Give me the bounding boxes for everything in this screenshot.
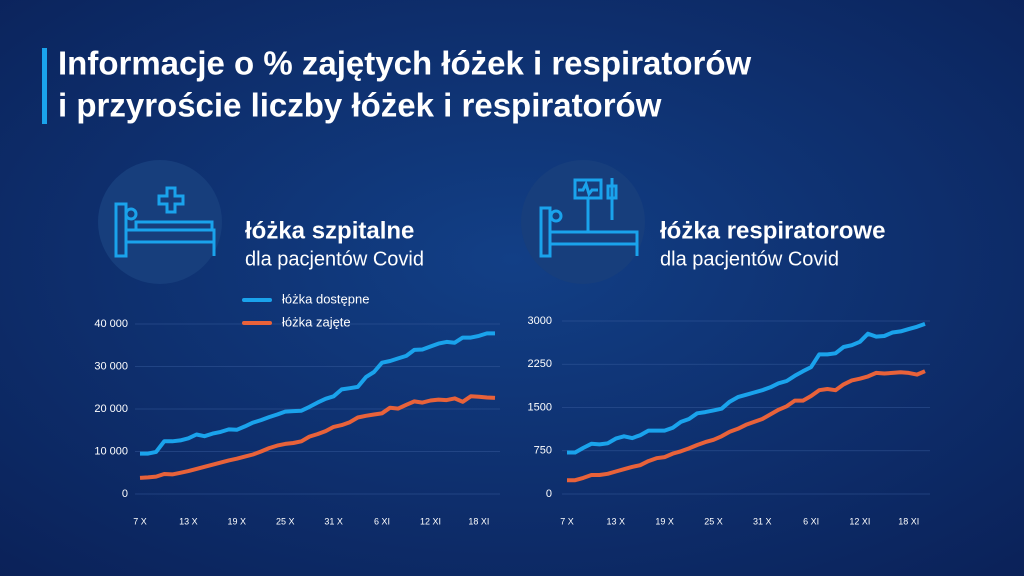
x-tick-label: 25 X bbox=[276, 516, 295, 526]
chart-subtitle: dla pacjentów Covid bbox=[660, 248, 839, 270]
x-tick-label: 13 X bbox=[607, 516, 626, 526]
icon bbox=[98, 160, 222, 284]
x-tick-label: 19 X bbox=[655, 516, 674, 526]
slide-title: Informacje o % zajętych łóżek i respirat… bbox=[58, 45, 752, 82]
y-tick-label: 20 000 bbox=[94, 403, 128, 415]
x-tick-label: 18 XI bbox=[468, 516, 489, 526]
x-tick-label: 31 X bbox=[753, 516, 772, 526]
x-tick-label: 13 X bbox=[179, 516, 198, 526]
y-tick-label: 10 000 bbox=[94, 445, 128, 457]
line bbox=[567, 322, 926, 455]
x-tick-label: 12 XI bbox=[849, 516, 870, 526]
y-tick-label: 1500 bbox=[528, 401, 552, 413]
x-tick-label: 12 XI bbox=[420, 516, 441, 526]
y-tick-label: 3000 bbox=[528, 315, 552, 327]
x-tick-label: 7 X bbox=[133, 516, 147, 526]
line bbox=[140, 331, 495, 456]
x-tick-label: 18 XI bbox=[898, 516, 919, 526]
y-tick-label: 30 000 bbox=[94, 360, 128, 372]
y-tick-label: 2250 bbox=[528, 358, 552, 370]
x-tick-label: 25 X bbox=[704, 516, 723, 526]
chart-title: łóżka respiratorowe bbox=[660, 217, 885, 244]
x-tick-label: 6 XI bbox=[374, 516, 390, 526]
line bbox=[567, 369, 926, 483]
y-tick-label: 40 000 bbox=[94, 318, 128, 330]
chart-title: łóżka szpitalne bbox=[245, 217, 414, 244]
y-tick-label: 0 bbox=[122, 488, 128, 500]
title-bar bbox=[42, 48, 47, 124]
line bbox=[139, 394, 496, 480]
x-tick-label: 31 X bbox=[324, 516, 343, 526]
y-tick-label: 750 bbox=[534, 445, 552, 457]
x-tick-label: 19 X bbox=[228, 516, 247, 526]
y-tick-label: 0 bbox=[546, 488, 552, 500]
x-tick-label: 7 X bbox=[560, 516, 574, 526]
legend-label: łóżka dostępne bbox=[282, 291, 369, 306]
legend-label: łóżka zajęte bbox=[282, 314, 351, 329]
chart-subtitle: dla pacjentów Covid bbox=[245, 248, 424, 270]
x-tick-label: 6 XI bbox=[803, 516, 819, 526]
icon bbox=[521, 160, 645, 284]
slide-title: i przyroście liczby łóżek i respiratorów bbox=[58, 87, 662, 124]
